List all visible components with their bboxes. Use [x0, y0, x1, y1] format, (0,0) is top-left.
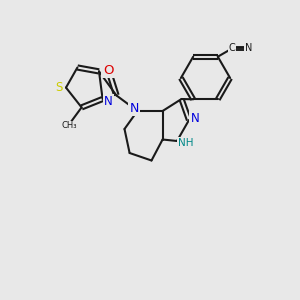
- Text: C: C: [229, 44, 236, 53]
- Text: N: N: [104, 95, 113, 108]
- Text: N: N: [245, 44, 252, 53]
- Text: N: N: [190, 112, 200, 125]
- Text: S: S: [56, 81, 63, 94]
- Text: CH₃: CH₃: [61, 122, 77, 130]
- Text: O: O: [103, 64, 113, 77]
- Text: NH: NH: [178, 138, 194, 148]
- Text: N: N: [130, 102, 139, 115]
